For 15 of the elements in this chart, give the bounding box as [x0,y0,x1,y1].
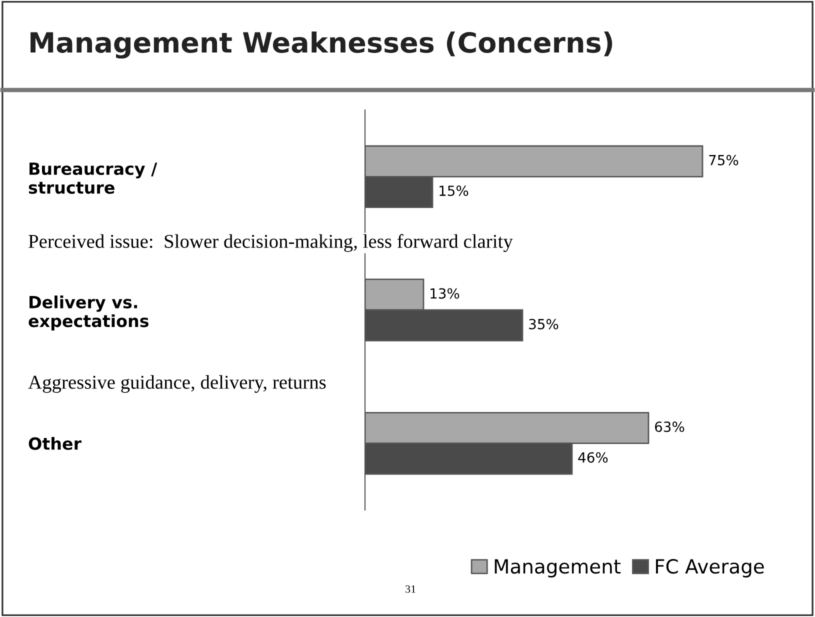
data-label: 13% [430,288,460,299]
chart-title: Management Weaknesses (Concerns) [30,31,612,59]
y-tick-label: Bureaucracy / structure [28,162,158,194]
y-tick-label: Other [28,437,82,450]
data-label: 46% [578,452,608,463]
text: Aggressive guidance, delivery, returns [28,375,326,393]
legend-label: Management [494,559,621,578]
annotation: Perceived issue: Slower decision-making, less forward clarity [28,234,513,252]
data-label: 35% [529,318,558,330]
text: 31 [406,585,416,593]
legend-label: FC Average [656,559,764,578]
data-label: 63% [655,422,684,432]
y-tick-label: Delivery vs. expectations [28,296,149,330]
data-label: 15% [440,186,468,196]
data-label: 75% [709,154,738,166]
